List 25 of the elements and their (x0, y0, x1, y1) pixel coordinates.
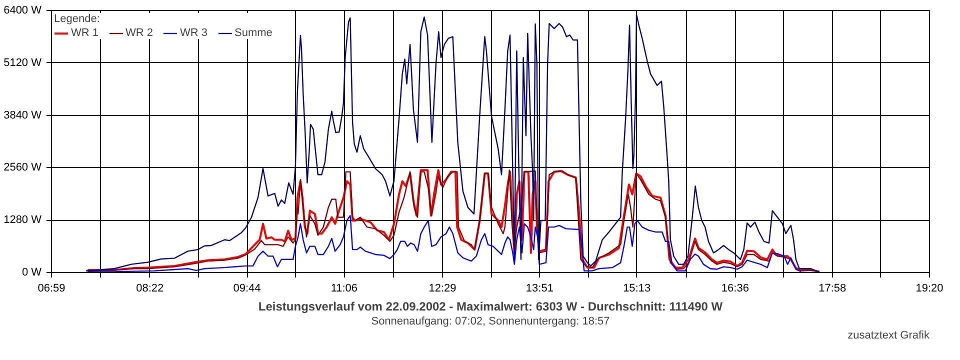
x-tick-label: 11:06 (330, 282, 358, 294)
y-tick-label: 3840 W (4, 109, 42, 122)
y-tick-label: 2560 W (4, 162, 42, 174)
y-tick-label: 6400 W (4, 4, 42, 16)
legend-label: WR 1 (71, 27, 98, 39)
text: Leistungsverlauf vom 22.09.2002 - Maximalwert: 6303 W - Durchschnitt: 111490 W (258, 300, 724, 314)
x-tick-label: 06:59 (38, 282, 66, 294)
y-tick-label: 0 W (22, 266, 42, 278)
x-tick-label: 13:51 (526, 282, 554, 294)
text: zusatztext Grafik (848, 330, 930, 342)
x-tick-label: 15:13 (623, 282, 651, 294)
legend-label: WR 3 (180, 27, 208, 39)
x-tick-label: 08:22 (136, 282, 164, 294)
legend-label: WR 2 (126, 27, 153, 39)
y-tick-label: 1280 W (4, 214, 42, 226)
x-tick-label: 09:44 (233, 282, 261, 294)
x-tick-label: 17:58 (818, 282, 846, 294)
x-tick-label: 16:36 (721, 282, 749, 294)
legend-title: Legende: (54, 13, 101, 25)
x-tick-label: 12:29 (428, 282, 456, 294)
line-series (86, 214, 802, 272)
x-tick-label: 19:20 (916, 282, 944, 294)
y-tick-label: 5120 W (4, 56, 42, 69)
legend-label: Summe (234, 27, 272, 39)
text: Sonnenaufgang: 07:02, Sonnenuntergang: 18:57 (371, 316, 610, 328)
